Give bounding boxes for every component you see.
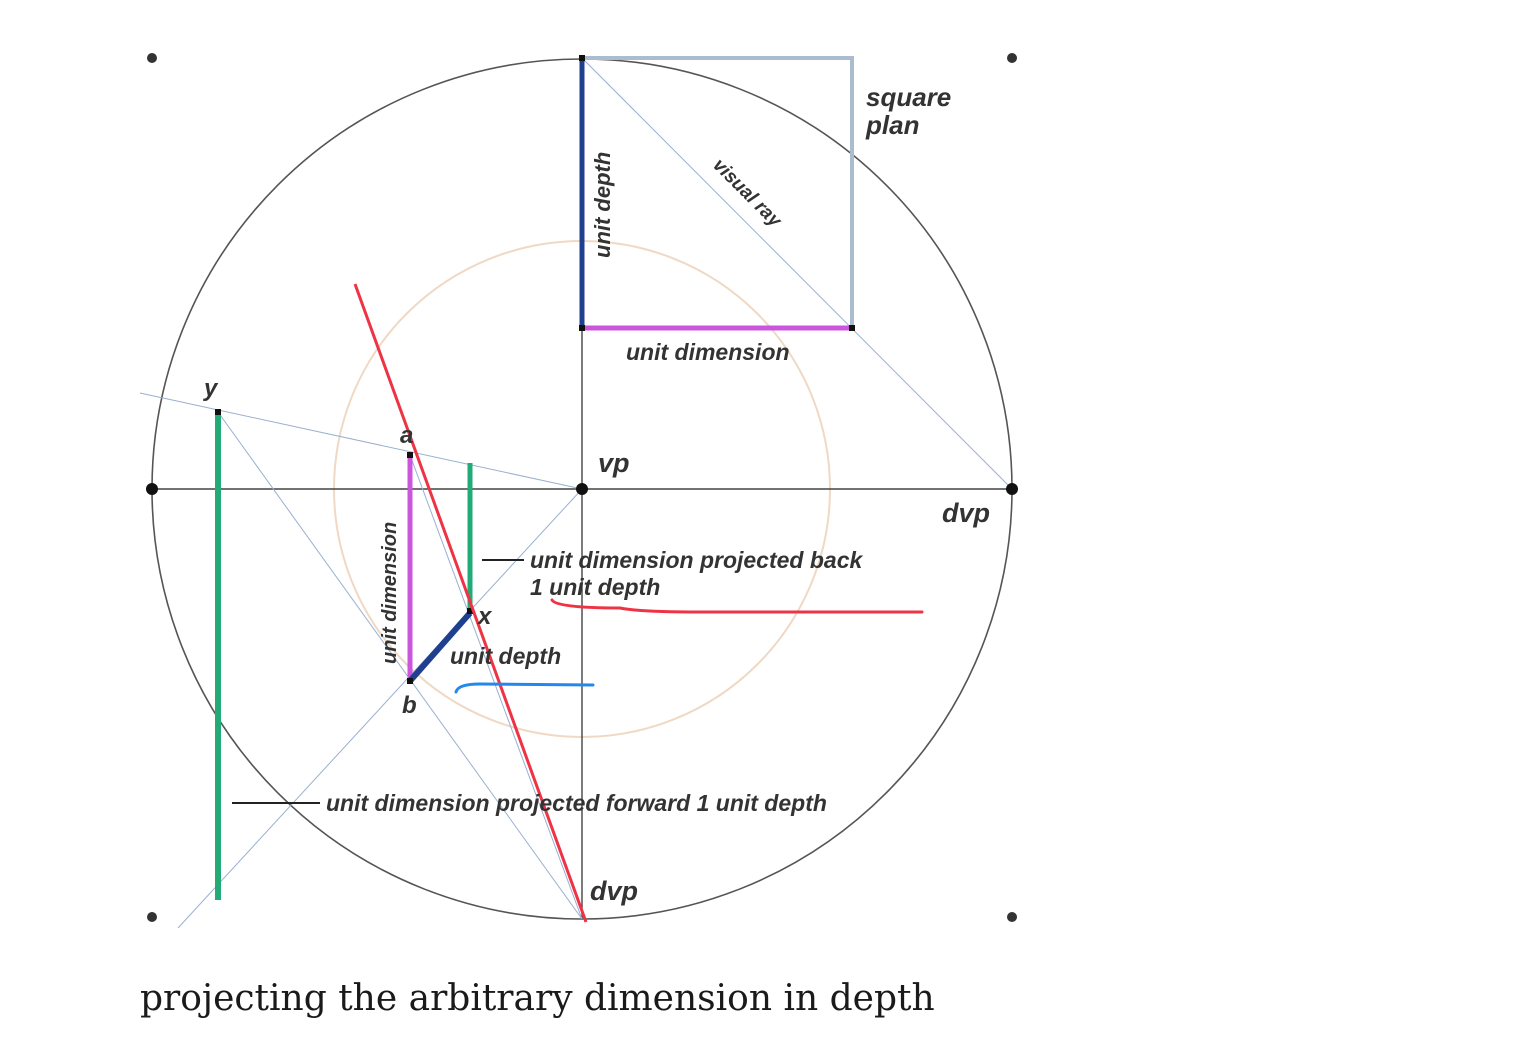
- node-markers: [146, 55, 1018, 684]
- node-square-top-left: [579, 55, 585, 61]
- node-square-corner: [849, 325, 855, 331]
- label-square-plan-2: plan: [865, 110, 919, 140]
- label-y: y: [203, 375, 219, 402]
- node-vp: [576, 483, 588, 495]
- construction-line-upper-left: [139, 392, 583, 490]
- label-x: x: [476, 603, 493, 630]
- label-projected-forward: unit dimension projected forward 1 unit …: [326, 790, 827, 816]
- label-visual-ray: visual ray: [708, 155, 786, 233]
- figure-caption: projecting the arbitrary dimension in de…: [140, 978, 935, 1019]
- selection-handle-bottom-left[interactable]: [147, 912, 157, 922]
- label-vp: vp: [598, 448, 630, 478]
- label-square-plan-1: square: [866, 82, 951, 112]
- node-dvp-right: [1006, 483, 1018, 495]
- selection-handle-top-left[interactable]: [147, 53, 157, 63]
- square-plan: [582, 56, 854, 328]
- label-unit-dimension-vertical: unit dimension: [379, 522, 401, 664]
- construction-line-vp-to-lower-left: [177, 488, 583, 929]
- red-underline: [550, 598, 924, 614]
- label-dvp-right: dvp: [942, 498, 990, 528]
- construction-line-y-to-dvp: [217, 411, 583, 920]
- blue-underline: [454, 682, 595, 694]
- node-y: [215, 409, 221, 415]
- label-b: b: [402, 692, 417, 719]
- construction-line-a-to-dvp: [409, 454, 583, 920]
- node-b: [407, 678, 413, 684]
- node-depth-end: [579, 325, 585, 331]
- selection-handle-top-right[interactable]: [1007, 53, 1017, 63]
- label-projected-back-2: 1 unit depth: [530, 574, 660, 600]
- label-unit-dimension-top: unit dimension: [626, 339, 790, 365]
- visual-ray-line: [581, 57, 1013, 490]
- label-unit-depth-vertical: unit depth: [590, 152, 615, 258]
- node-dvp-left: [146, 483, 158, 495]
- label-projected-back-1: unit dimension projected back: [530, 547, 863, 573]
- node-a: [407, 452, 413, 458]
- red-annotation-line: [353, 283, 588, 923]
- label-unit-depth-small: unit depth: [450, 643, 561, 669]
- node-x: [467, 608, 473, 614]
- selection-handle-bottom-right[interactable]: [1007, 912, 1017, 922]
- label-dvp-bottom: dvp: [590, 876, 638, 906]
- construction-lines: [139, 57, 1013, 929]
- label-a: a: [400, 422, 413, 449]
- unit-depth-bar-small: [407, 611, 473, 683]
